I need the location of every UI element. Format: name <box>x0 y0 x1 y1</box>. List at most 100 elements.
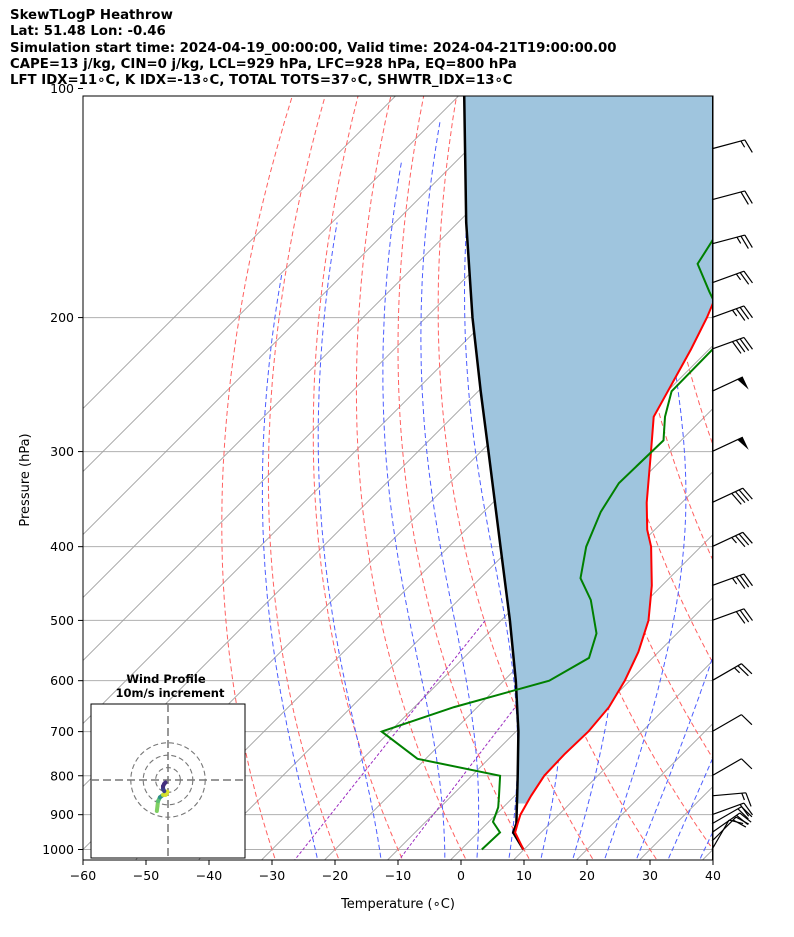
barb-staff <box>711 270 745 284</box>
x-tick-label: −40 <box>196 868 222 883</box>
time-line: Simulation start time: 2024-04-19_00:00:… <box>10 40 617 56</box>
wind-barb <box>711 802 753 817</box>
dry-adiabat <box>653 96 713 447</box>
wind-barb <box>711 663 753 682</box>
barb-full <box>740 235 749 249</box>
wind-barb <box>711 812 752 834</box>
barb-full <box>743 270 753 284</box>
barb-full <box>735 339 746 353</box>
barb-full <box>740 191 749 205</box>
dry-adiabat <box>784 89 794 866</box>
wind-barb <box>711 305 753 321</box>
barb-staff <box>711 190 745 201</box>
barb-full <box>734 535 746 548</box>
barb-staff <box>711 608 745 621</box>
dry-adiabat <box>267 96 340 860</box>
skewt-axes: −60 −50 −40 −30 −20 −10 0 10 20 30 40 1000 900 800 700… <box>42 81 721 883</box>
isotherm-line <box>575 722 713 860</box>
barb-staff <box>711 806 742 825</box>
moist-adiabat <box>635 654 713 860</box>
isotherm-line <box>386 533 713 860</box>
wind-barb <box>711 531 753 548</box>
barb-staff <box>711 436 744 453</box>
x-tick-label: 30 <box>642 868 658 883</box>
barb-half <box>735 273 742 281</box>
wind-barb <box>711 436 749 453</box>
isotherm-line <box>323 470 713 860</box>
wind-barb <box>711 758 753 777</box>
isotherm-line <box>512 659 713 860</box>
parcel-profile-line <box>462 96 525 851</box>
barb-full <box>744 139 753 153</box>
dry-adiabat <box>355 96 467 860</box>
barb-staff <box>711 812 741 834</box>
barb-full <box>742 487 753 500</box>
barb-full <box>735 308 746 321</box>
barb-half <box>731 309 738 317</box>
x-tick-label: −20 <box>322 868 348 883</box>
x-tick-label: −50 <box>133 868 159 883</box>
x-tick-label: 0 <box>457 868 465 883</box>
barb-full <box>731 341 742 354</box>
y-tick-label: 200 <box>50 310 74 325</box>
barb-full <box>739 804 750 817</box>
hodograph-title: Wind Profile <box>126 672 206 686</box>
wind-barb <box>711 270 753 285</box>
hodograph-area <box>91 704 245 858</box>
barb-full <box>737 808 749 820</box>
x-tick-label: −30 <box>259 868 285 883</box>
y-tick-label: 700 <box>50 724 74 739</box>
barb-staff <box>711 139 745 150</box>
barb-staff <box>711 487 744 504</box>
isotherm-line <box>83 96 586 599</box>
x-axis-label: Temperature (∘C) <box>340 897 455 912</box>
barb-full <box>732 819 747 828</box>
barb-full <box>739 575 750 588</box>
dry-adiabat <box>550 96 713 760</box>
mixing-ratio-line <box>294 620 486 860</box>
barb-half <box>733 667 741 674</box>
barb-full <box>743 802 753 816</box>
barb-full <box>735 576 746 589</box>
barb-full <box>743 608 753 621</box>
wind-barb <box>711 376 749 392</box>
barb-staff <box>711 758 742 777</box>
wind-barb <box>711 573 753 589</box>
temperature-line <box>514 300 713 850</box>
barb-staff <box>711 663 742 682</box>
barb-staff <box>711 816 737 842</box>
x-tick-label: 40 <box>705 868 721 883</box>
barb-full <box>739 338 750 351</box>
wind-barb <box>711 714 753 733</box>
wind-barb <box>711 336 753 354</box>
hodograph-segment <box>162 780 168 786</box>
moist-adiabat <box>603 96 687 860</box>
location-line: Lat: 51.48 Lon: -0.46 <box>10 24 166 40</box>
chart-header: SkewTLogP Heathrow Lat: 51.48 Lon: -0.46… <box>10 8 617 89</box>
moist-adiabat <box>261 273 319 860</box>
skewt-lines <box>379 96 713 851</box>
barb-full <box>742 531 753 544</box>
moist-adiabat <box>382 162 446 860</box>
barb-full <box>741 714 753 726</box>
x-tick-label: −10 <box>385 868 411 883</box>
dry-adiabat <box>751 89 794 866</box>
barb-full <box>744 234 753 248</box>
barb-full <box>739 609 750 623</box>
barb-full <box>737 665 749 677</box>
y-tick-label: 900 <box>50 807 74 822</box>
barb-staff <box>711 819 730 850</box>
wind-barb <box>711 792 752 807</box>
dewpoint-line <box>379 237 713 851</box>
barb-full <box>741 663 753 675</box>
x-tick-label: 20 <box>579 868 595 883</box>
barb-staff <box>711 531 744 548</box>
wind-barbs <box>711 96 753 860</box>
x-tick-label: 10 <box>516 868 532 883</box>
barb-staff <box>711 305 745 319</box>
y-axis-label: Pressure (hPa) <box>18 433 33 526</box>
isotherm-line <box>760 89 794 866</box>
hodograph-subtitle: 10m/s increment <box>116 686 225 700</box>
barb-full <box>741 758 753 770</box>
